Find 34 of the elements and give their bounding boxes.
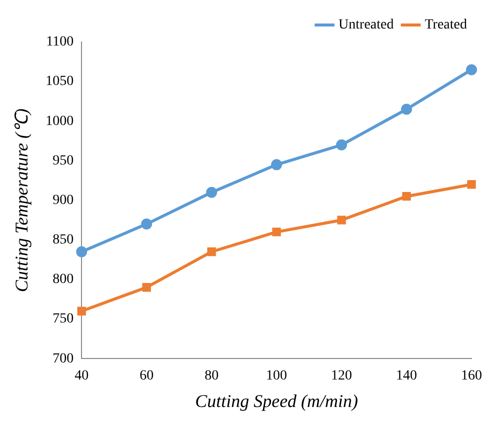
x-tick-label: 80 xyxy=(204,368,219,384)
point xyxy=(467,180,476,189)
x-tick-label: 120 xyxy=(331,368,352,384)
point xyxy=(336,139,348,150)
y-tick-label: 750 xyxy=(52,312,74,327)
point xyxy=(272,228,281,236)
point xyxy=(76,246,88,258)
x-tick-label: 160 xyxy=(461,368,482,384)
y-tick-label: 800 xyxy=(52,272,74,288)
x-tick-label: 60 xyxy=(140,368,154,384)
y-tick-label: 1100 xyxy=(46,34,74,50)
y-tick-label: 1050 xyxy=(46,74,74,90)
x-tick-label: 140 xyxy=(396,368,418,384)
y-tick-label: 900 xyxy=(52,192,74,208)
point xyxy=(402,192,411,201)
x-tick-label: 100 xyxy=(266,368,288,384)
point xyxy=(337,216,346,224)
point xyxy=(401,104,412,115)
point xyxy=(77,306,86,316)
y-tick-label: 700 xyxy=(52,351,74,366)
point xyxy=(142,283,151,292)
point xyxy=(206,186,218,198)
x-axis-title: Cutting Speed (m/min) xyxy=(195,390,358,411)
point xyxy=(141,218,152,230)
point xyxy=(207,247,216,256)
y-tick-label: 950 xyxy=(52,153,74,168)
x-tick-label: 40 xyxy=(74,368,89,384)
legend-label: Untreated xyxy=(338,18,394,33)
point xyxy=(271,159,282,170)
y-tick-label: 1000 xyxy=(46,114,74,129)
y-axis-title: Cutting Temperature (℃) xyxy=(12,108,32,292)
legend-label: Treated xyxy=(424,18,468,33)
point xyxy=(466,64,477,76)
y-tick-label: 850 xyxy=(52,232,74,248)
